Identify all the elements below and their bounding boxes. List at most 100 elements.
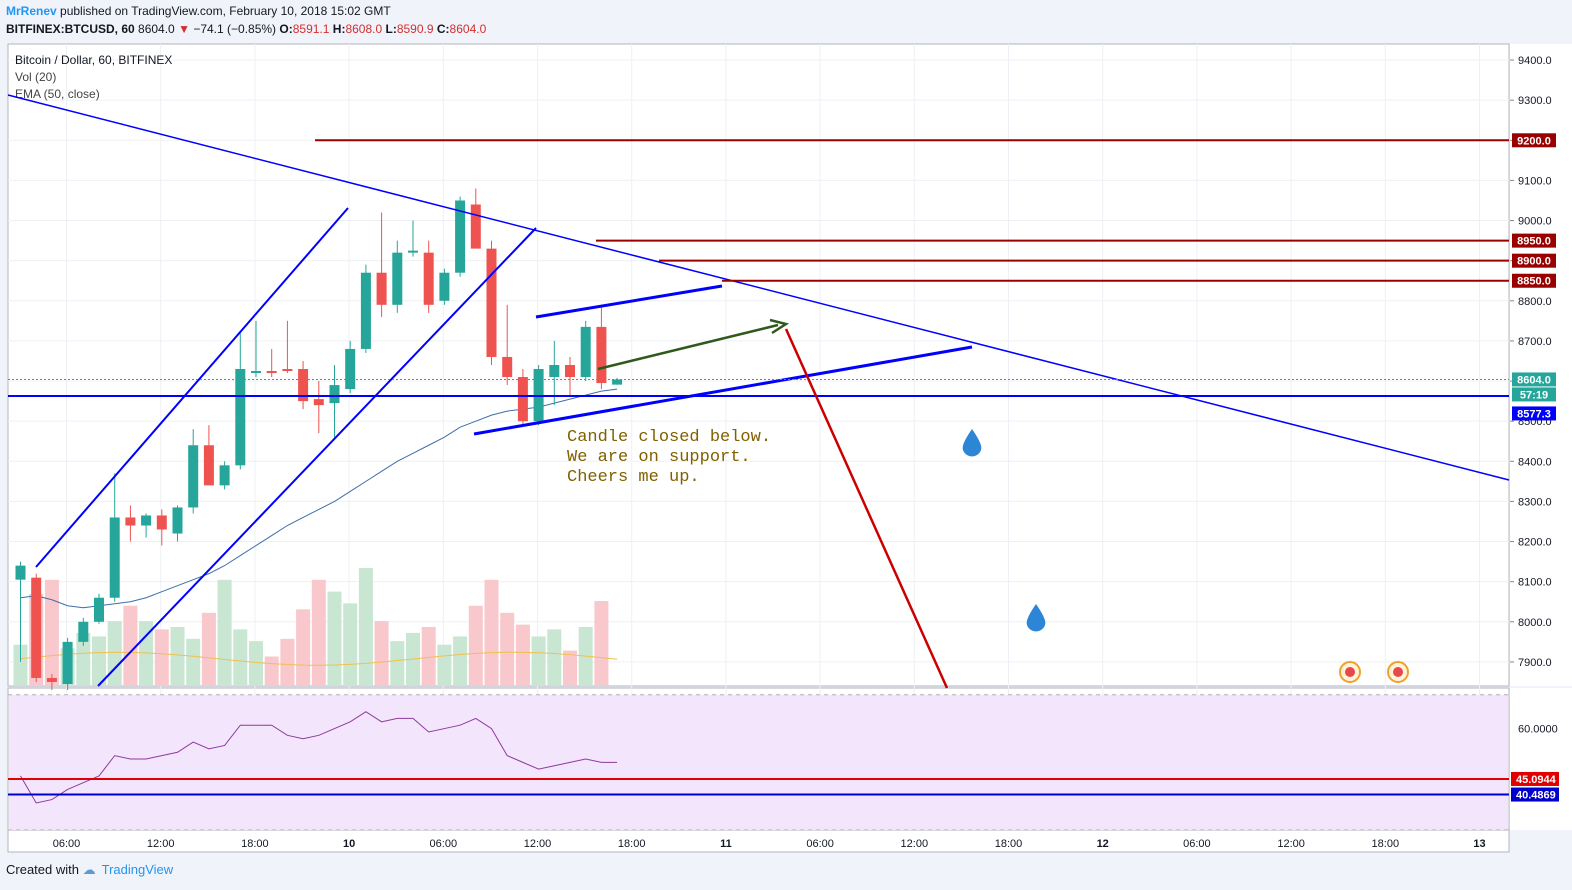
candle-body — [31, 577, 42, 678]
time-tick-label: 11 — [720, 838, 732, 850]
candle-body — [188, 445, 199, 508]
high-value: 8608.0 — [345, 22, 383, 36]
drop-line — [784, 328, 949, 689]
annotation-line: We are on support. — [567, 448, 751, 467]
volume-bar — [139, 621, 154, 686]
water-drop-icon — [1026, 604, 1046, 632]
candle-body — [78, 621, 89, 642]
candle-body — [565, 365, 575, 378]
volume-bar — [92, 636, 106, 686]
volume-bar — [249, 641, 263, 686]
tradingview-logo-icon: ☁ — [82, 862, 96, 877]
volume-bar — [515, 624, 530, 686]
candle-body — [455, 200, 466, 273]
rsi-line — [20, 711, 618, 804]
channel-upper-line — [35, 207, 349, 568]
price-tick-label: 7900.0 — [1518, 657, 1552, 669]
series-title: Bitcoin / Dollar, 60, BITFINEX — [15, 53, 172, 67]
volume-bar — [500, 612, 515, 686]
volume-bar — [201, 612, 216, 686]
candle-body — [156, 515, 167, 530]
candle-body — [313, 399, 324, 406]
candle-body — [423, 252, 434, 305]
candle-body — [549, 365, 560, 378]
volume-bar — [217, 579, 232, 686]
time-tick-label: 18:00 — [241, 838, 269, 850]
volume-bar — [13, 644, 28, 686]
close-value: 8604.0 — [449, 22, 487, 36]
time-tick-label: 12:00 — [147, 838, 175, 850]
open-label: O: — [279, 22, 293, 36]
candle-body — [517, 377, 528, 422]
candle-body — [470, 204, 481, 249]
down-arrow-icon: ▼ — [178, 22, 190, 36]
candle-body — [612, 379, 623, 385]
volume-bar — [484, 579, 499, 686]
price-badge-label: 57:19 — [1520, 389, 1548, 401]
candle-body — [502, 356, 513, 378]
annotation-line: Candle closed below. — [567, 428, 771, 447]
candle-body — [345, 348, 356, 390]
volume-bar — [233, 629, 248, 686]
candle-body — [219, 465, 230, 486]
rsi-level-label: 40.4869 — [1516, 790, 1556, 802]
time-tick-label: 12:00 — [901, 838, 929, 850]
price-pane — [7, 43, 1510, 687]
time-tick-label: 18:00 — [1372, 838, 1400, 850]
close-label: C: — [436, 22, 450, 36]
price-badge-label: 8850.0 — [1517, 276, 1551, 288]
ohlc-header: BITFINEX:BTCUSD, 60 8604.0 ▼ −74.1 (−0.8… — [6, 22, 486, 36]
ema-line — [20, 388, 618, 609]
volume-bar — [563, 650, 577, 686]
volume-bar — [531, 636, 546, 686]
price-tick-label: 8200.0 — [1518, 537, 1552, 549]
price-badge-label: 8604.0 — [1517, 374, 1551, 386]
price-tick-label: 9100.0 — [1518, 175, 1552, 187]
time-tick-label: 12 — [1097, 838, 1109, 850]
candle-body — [392, 252, 403, 305]
price-badge — [1512, 387, 1556, 402]
last-price: 8604.0 — [138, 22, 175, 36]
time-tick-label: 12:00 — [1277, 838, 1305, 850]
rsi-level-badge — [1511, 787, 1559, 802]
volume-bar — [358, 568, 373, 686]
candle-body — [109, 517, 120, 598]
candle-body — [580, 326, 591, 378]
time-tick-label: 18:00 — [618, 838, 646, 850]
author-link[interactable]: MrRenev — [6, 4, 57, 18]
low-label: L: — [385, 22, 397, 36]
wedge-upper-line — [535, 284, 723, 319]
time-tick-label: 06:00 — [430, 838, 458, 850]
tradingview-link[interactable]: TradingView — [101, 862, 174, 877]
high-label: H: — [332, 22, 346, 36]
volume-bar — [390, 641, 405, 686]
price-tick-label: 9000.0 — [1518, 216, 1552, 228]
candle-body — [203, 445, 214, 486]
candle-body — [360, 272, 371, 349]
time-tick-label: 18:00 — [995, 838, 1023, 850]
forecast-arrow — [597, 323, 779, 371]
flag-center-icon — [1345, 667, 1355, 677]
volume-bar — [374, 621, 389, 686]
rsi-axis — [1510, 688, 1572, 830]
ema-legend: EMA (50, close) — [15, 87, 100, 101]
price-tick-label: 9300.0 — [1518, 95, 1552, 107]
price-badge — [1512, 253, 1556, 268]
candle-body — [376, 272, 387, 305]
candle-body — [125, 517, 136, 526]
price-tick-label: 8400.0 — [1518, 456, 1552, 468]
rsi-level-badge — [1511, 771, 1559, 786]
candle-body — [251, 371, 261, 374]
time-tick-label: 06:00 — [53, 838, 81, 850]
descending-trendline — [7, 94, 1510, 481]
price-tick-label: 8800.0 — [1518, 296, 1552, 308]
candle-body — [596, 326, 607, 384]
volume-bar — [468, 605, 483, 686]
volume-bar — [264, 656, 279, 686]
price-badge — [1512, 372, 1556, 387]
time-tick-label: 12:00 — [524, 838, 552, 850]
candle-body — [46, 677, 57, 682]
candle-body — [329, 385, 340, 404]
candle-body — [141, 515, 152, 526]
